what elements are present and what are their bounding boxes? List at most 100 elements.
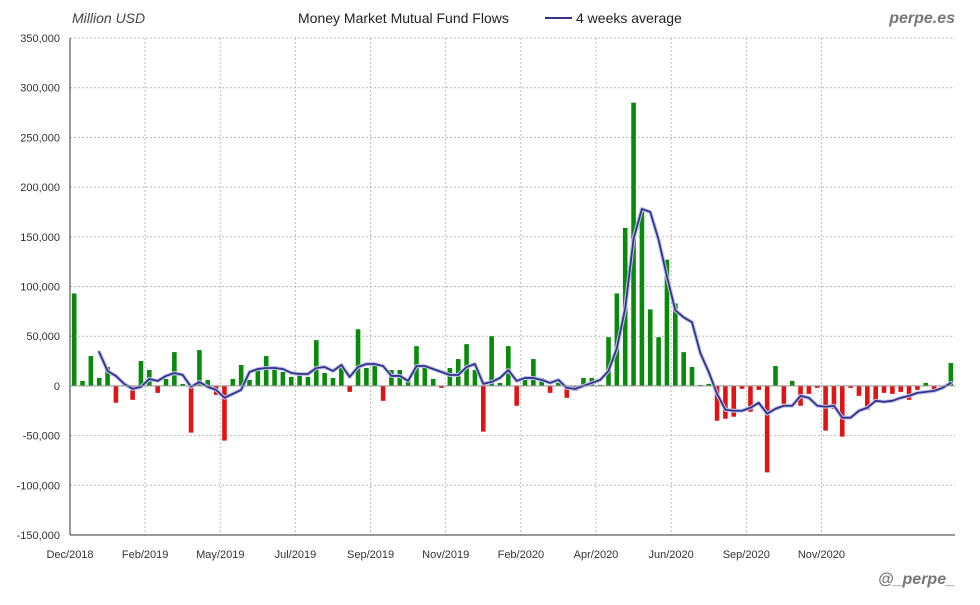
flow-bar (673, 303, 678, 386)
flow-bar (272, 366, 277, 386)
flow-bar (748, 385, 753, 412)
flow-bar (88, 356, 94, 386)
flow-bar (639, 211, 645, 386)
legend-label: 4 weeks average (576, 10, 682, 26)
flow-bar (305, 376, 311, 386)
flow-bar (497, 382, 503, 386)
flow-bar (890, 385, 895, 394)
flow-bar (372, 364, 378, 386)
flow-bar (255, 369, 261, 386)
y-tick-label: 250,000 (20, 132, 60, 144)
flow-bar (247, 379, 252, 386)
flow-bar (155, 385, 160, 393)
flow-bar (489, 336, 494, 386)
x-tick-label: Apr/2020 (574, 549, 619, 561)
flow-bar (71, 293, 77, 386)
flow-bar (915, 385, 920, 390)
flow-bar (314, 340, 319, 386)
y-tick-label: 200,000 (20, 182, 60, 194)
flow-bar (188, 385, 194, 433)
flow-bar (197, 350, 202, 386)
flow-bar (898, 385, 904, 392)
flow-bar (581, 377, 586, 386)
flow-bar (764, 385, 770, 473)
y-tick-label: 350,000 (20, 33, 60, 45)
flow-bar (514, 385, 519, 406)
x-tick-label: Nov/2019 (422, 549, 469, 561)
flow-bar (230, 378, 236, 386)
flow-bar (439, 385, 444, 388)
flow-bar (347, 385, 352, 392)
brand-bottom-text: @_perpe_ (878, 571, 955, 588)
flow-bar (339, 364, 344, 386)
flow-bar (80, 380, 85, 386)
x-tick-label: Feb/2020 (498, 549, 544, 561)
flow-bar (547, 385, 553, 393)
flow-bar (364, 368, 369, 386)
flow-bar (355, 329, 361, 386)
y-tick-label: 150,000 (20, 232, 60, 244)
flow-bar (288, 376, 294, 386)
flow-bar (664, 259, 670, 386)
brand-top-text: perpe.es (888, 10, 955, 27)
flow-bar (647, 309, 653, 386)
flow-bar (172, 352, 177, 386)
flow-bar (422, 367, 428, 386)
chart-title: Money Market Mutual Fund Flows (298, 10, 509, 26)
flow-bar (723, 385, 728, 419)
flow-bar (773, 366, 778, 386)
flow-bar (297, 372, 302, 386)
flow-bar (714, 385, 720, 421)
flow-bar (163, 378, 169, 386)
flow-bar (180, 383, 186, 386)
flow-bar (472, 369, 478, 386)
flow-bar (923, 382, 929, 386)
y-tick-label: -50,000 (23, 431, 60, 443)
flow-bar (322, 372, 327, 386)
flow-bar (731, 385, 737, 417)
axis-layer: -150,000 -100,000 -50,000 0 50,000 100,000 150… (17, 33, 955, 561)
flow-bar (430, 378, 436, 386)
y-tick-label: 50,000 (26, 331, 60, 343)
flow-bar (873, 385, 878, 403)
flow-bar (656, 337, 661, 386)
flow-bar (222, 385, 227, 441)
y-tick-label: 300,000 (20, 83, 60, 95)
flow-bar (522, 379, 528, 386)
y-tick-label: 100,000 (20, 282, 60, 294)
flow-bar (831, 385, 837, 409)
x-tick-label: Jul/2019 (275, 549, 317, 561)
flow-bar (205, 379, 211, 386)
flow-bar (556, 382, 561, 386)
x-tick-label: Jun/2020 (648, 549, 693, 561)
flow-bar (480, 385, 486, 432)
flow-bar (238, 365, 244, 386)
flow-bar (564, 385, 570, 398)
flow-bar (263, 356, 269, 386)
flow-bar (789, 380, 795, 386)
flow-bar (948, 363, 954, 386)
flow-bar (806, 385, 812, 394)
flow-bar (606, 337, 611, 386)
flow-bar (689, 367, 695, 386)
flow-bar (814, 385, 820, 388)
flow-bar (865, 385, 870, 410)
flow-bar (113, 385, 119, 403)
x-tick-label: Sep/2019 (347, 549, 394, 561)
y-tick-label: -100,000 (17, 480, 60, 492)
y-tick-label: -150,000 (17, 530, 60, 542)
flow-bar (380, 385, 386, 401)
flow-bar (739, 385, 745, 389)
flow-bar (839, 385, 845, 437)
flow-bar (531, 359, 536, 386)
flow-bar (280, 371, 286, 386)
x-tick-label: Feb/2019 (122, 549, 168, 561)
flow-bar (781, 385, 787, 404)
flow-bar (506, 346, 511, 386)
flow-bar (756, 385, 762, 390)
flow-bar (848, 385, 853, 388)
x-tick-label: Nov/2020 (798, 549, 845, 561)
y-tick-label: 0 (54, 381, 60, 393)
